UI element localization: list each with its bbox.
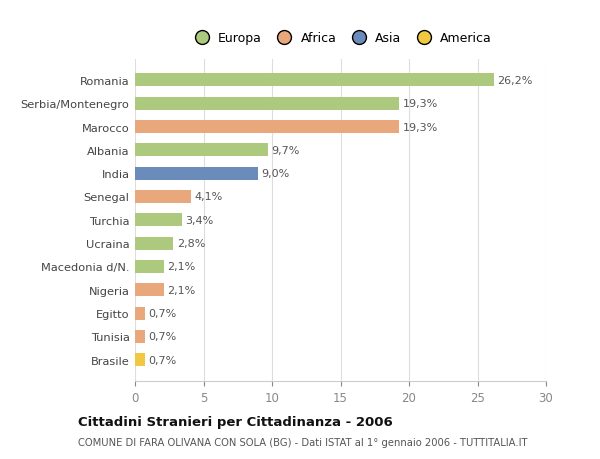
Text: 0,7%: 0,7% — [148, 332, 176, 341]
Text: COMUNE DI FARA OLIVANA CON SOLA (BG) - Dati ISTAT al 1° gennaio 2006 - TUTTITALI: COMUNE DI FARA OLIVANA CON SOLA (BG) - D… — [78, 437, 527, 447]
Text: Cittadini Stranieri per Cittadinanza - 2006: Cittadini Stranieri per Cittadinanza - 2… — [78, 415, 393, 428]
Text: 26,2%: 26,2% — [497, 76, 533, 86]
Bar — [135, 190, 191, 203]
Text: 0,7%: 0,7% — [148, 355, 176, 365]
Bar — [135, 307, 145, 320]
Text: 2,1%: 2,1% — [167, 285, 196, 295]
Bar — [135, 121, 400, 134]
Bar — [135, 330, 145, 343]
Bar — [135, 353, 145, 366]
Bar — [135, 98, 400, 110]
Bar — [135, 214, 182, 227]
Bar — [135, 74, 494, 87]
Bar — [135, 168, 259, 180]
Text: 19,3%: 19,3% — [403, 122, 438, 132]
Text: 0,7%: 0,7% — [148, 308, 176, 319]
Text: 9,7%: 9,7% — [271, 146, 299, 156]
Bar — [135, 284, 164, 297]
Text: 9,0%: 9,0% — [262, 169, 290, 179]
Bar — [135, 144, 268, 157]
Text: 2,1%: 2,1% — [167, 262, 196, 272]
Text: 3,4%: 3,4% — [185, 215, 213, 225]
Legend: Europa, Africa, Asia, America: Europa, Africa, Asia, America — [184, 28, 497, 50]
Text: 19,3%: 19,3% — [403, 99, 438, 109]
Bar — [135, 237, 173, 250]
Text: 4,1%: 4,1% — [194, 192, 223, 202]
Text: 2,8%: 2,8% — [177, 239, 205, 249]
Bar — [135, 260, 164, 273]
